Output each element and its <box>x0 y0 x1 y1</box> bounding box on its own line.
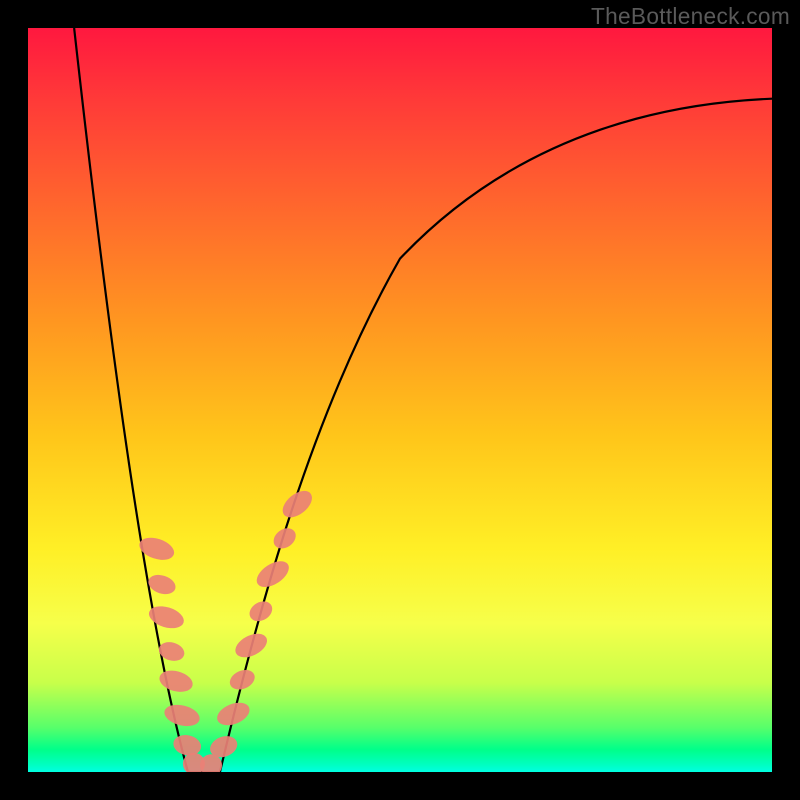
bead-2 <box>146 602 186 632</box>
watermark-text: TheBottleneck.com <box>591 3 790 30</box>
beads-group <box>137 486 317 772</box>
chart-frame: TheBottleneck.com <box>0 0 800 800</box>
bead-12 <box>232 629 271 662</box>
bead-4 <box>157 667 195 695</box>
bead-16 <box>278 486 317 523</box>
bead-13 <box>246 598 276 626</box>
bottleneck-curve <box>74 28 772 772</box>
bead-5 <box>162 701 202 729</box>
bead-9 <box>207 733 240 761</box>
bead-6 <box>171 733 203 758</box>
bead-14 <box>252 556 293 592</box>
bead-11 <box>227 666 258 693</box>
bead-3 <box>157 639 187 663</box>
bead-7 <box>183 753 205 772</box>
bead-8 <box>200 754 222 772</box>
bead-1 <box>146 572 178 598</box>
plot-area <box>28 28 772 772</box>
curve-layer <box>28 28 772 772</box>
bead-0 <box>137 534 177 564</box>
bead-10 <box>214 698 253 729</box>
bead-15 <box>270 524 300 553</box>
